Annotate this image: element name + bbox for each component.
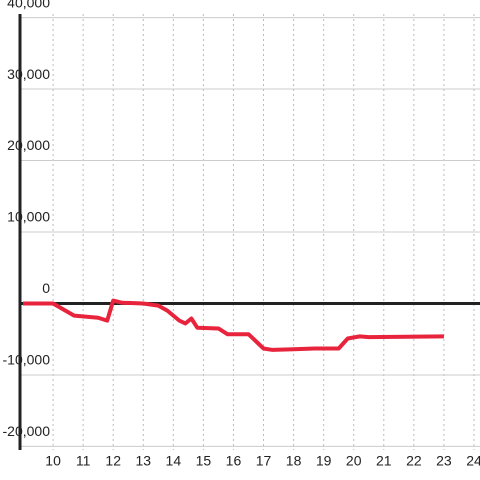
x-tick-label: 21: [376, 453, 392, 469]
x-tick-label: 16: [226, 453, 242, 469]
x-tick-label: 17: [256, 453, 272, 469]
x-tick-label: 12: [105, 453, 121, 469]
x-tick-label: 20: [346, 453, 362, 469]
x-tick-label: 11: [76, 453, 91, 469]
y-tick-label: 30,000: [7, 66, 50, 82]
x-tick-label: 10: [45, 453, 61, 469]
y-tick-label: 0: [42, 280, 50, 296]
y-tick-label: -10,000: [3, 352, 51, 368]
y-tick-label: 40,000: [7, 0, 50, 10]
x-tick-label: 19: [316, 453, 332, 469]
y-tick-label: 10,000: [7, 209, 50, 225]
x-tick-label: 18: [286, 453, 302, 469]
y-tick-label: -20,000: [3, 423, 51, 439]
x-tick-label: 15: [196, 453, 212, 469]
x-tick-label: 23: [436, 453, 452, 469]
x-tick-label: 24: [466, 453, 480, 469]
data-line: [23, 298, 444, 352]
x-tick-label: 22: [406, 453, 422, 469]
x-tick-label: 13: [135, 453, 151, 469]
x-tick-label: 14: [166, 453, 182, 469]
y-tick-label: 20,000: [7, 137, 50, 153]
